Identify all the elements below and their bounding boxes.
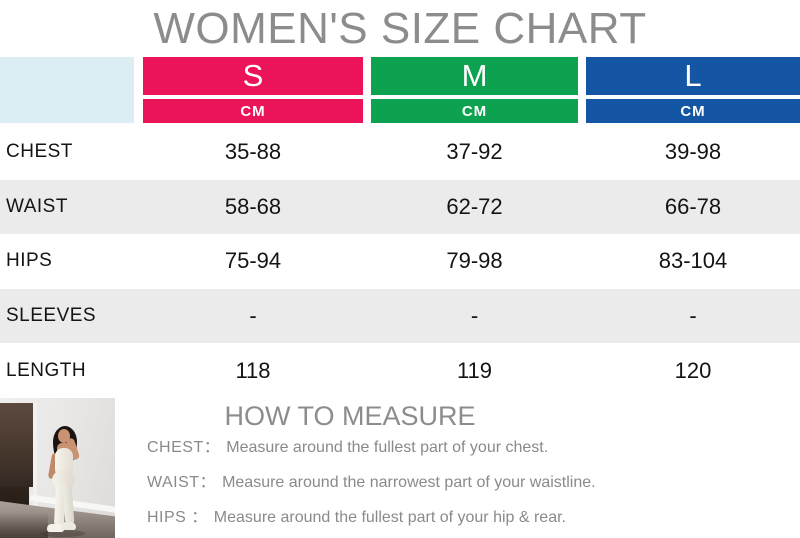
person-chest — [57, 443, 71, 452]
unit-cell-l: CM — [586, 99, 800, 123]
person-shoe-right — [61, 522, 76, 530]
cell-chest-l: 39-98 — [664, 139, 722, 165]
cell-waist-m: 62-72 — [446, 193, 503, 219]
cell-chest-m: 37-92 — [446, 139, 503, 165]
unit-cell-m: CM — [371, 99, 578, 123]
page-title: WOMEN'S SIZE CHART — [153, 4, 647, 53]
table-row-hips: HIPS 75-94 79-98 83-104 — [0, 234, 800, 289]
measure-label: CHEST： — [147, 439, 221, 456]
photo-door — [0, 403, 33, 487]
size-header-m: M — [371, 57, 578, 95]
size-header-s: S — [143, 57, 363, 95]
row-label: HIPS — [6, 250, 53, 272]
table-row-waist: WAIST 58-68 62-72 66-78 — [0, 179, 800, 235]
cell-sleeves-s: - — [249, 303, 257, 329]
photo-floor-shadow — [0, 512, 48, 538]
cell-length-m: 119 — [456, 357, 493, 383]
table-row-length: LENGTH 118 119 120 — [0, 343, 800, 398]
how-to-items: CHEST： Measure around the fullest part of… — [147, 437, 596, 538]
measure-text: Measure around the fullest part of your … — [226, 439, 549, 456]
table-row-sleeves: SLEEVES - - - — [0, 288, 800, 344]
measure-item-hips: HIPS ： Measure around the fullest part of… — [147, 507, 596, 538]
measure-label: WAIST： — [147, 474, 217, 491]
unit-cell-s: CM — [143, 99, 363, 123]
table-row-chest: CHEST 35-88 37-92 39-98 — [0, 125, 800, 180]
size-header-l: L — [586, 57, 800, 95]
size-table-header: S M L CM CM CM — [0, 57, 800, 123]
measure-text: Measure around the narrowest part of you… — [222, 474, 596, 491]
cell-hips-m: 79-98 — [446, 248, 503, 274]
cell-length-l: 120 — [674, 357, 712, 383]
person-shadow — [40, 530, 85, 537]
measure-item-chest: CHEST： Measure around the fullest part of… — [147, 437, 596, 472]
cell-waist-l: 66-78 — [664, 193, 722, 219]
person-leg-right — [62, 482, 75, 526]
cell-sleeves-m: - — [470, 303, 479, 329]
table-corner-cell — [0, 57, 134, 123]
how-to-measure-section: HOW TO MEASURE CHEST： Measure around the … — [0, 398, 800, 538]
row-label: WAIST — [6, 195, 68, 217]
measure-text: Measure around the fullest part of your … — [213, 509, 566, 526]
how-to-title: HOW TO MEASURE — [224, 401, 476, 431]
cell-hips-s: 75-94 — [224, 248, 282, 274]
model-photo — [0, 398, 115, 538]
cell-length-s: 118 — [235, 357, 271, 383]
person-shoe-left — [47, 524, 64, 532]
row-label: CHEST — [6, 141, 73, 163]
cell-waist-s: 58-68 — [224, 193, 282, 219]
measure-item-waist: WAIST： Measure around the narrowest part … — [147, 472, 596, 507]
cell-sleeves-l: - — [689, 303, 697, 329]
row-label: LENGTH — [6, 359, 87, 381]
size-table-body: CHEST 35-88 37-92 39-98 WAIST 58-68 62-7… — [0, 125, 800, 398]
photo-door-frame — [33, 403, 37, 513]
measure-label: HIPS ： — [147, 509, 208, 526]
cell-chest-s: 35-88 — [224, 139, 282, 165]
row-label: SLEEVES — [6, 305, 97, 327]
cell-hips-l: 83-104 — [658, 248, 728, 274]
